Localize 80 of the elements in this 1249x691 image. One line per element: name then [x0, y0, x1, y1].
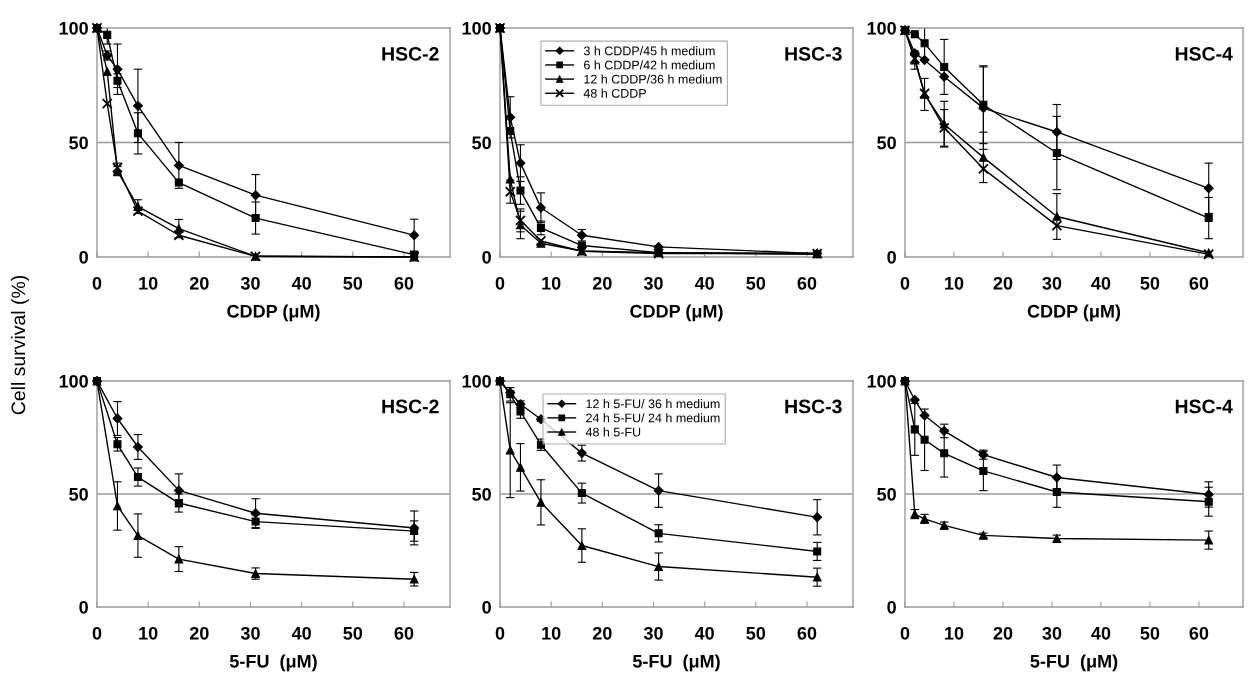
y-tick-label: 100: [59, 374, 88, 388]
y-tick-label: 0: [482, 600, 491, 614]
x-tick-label: 50: [1140, 276, 1160, 290]
legend-label: 12 h CDDP/36 h medium: [584, 74, 722, 84]
x-tick-label: 20: [189, 626, 209, 640]
text: HSC-4: [1175, 46, 1233, 61]
y-tick-label: 50: [69, 136, 88, 150]
legend-label: 24 h 5-FU/ 24 h medium: [586, 413, 720, 423]
x-tick-label: 50: [343, 276, 363, 290]
x-tick-label: 10: [945, 626, 964, 640]
text: HSC-2: [382, 46, 439, 61]
y-tick-label: 50: [877, 136, 896, 150]
x-tick-label: 0: [900, 276, 910, 290]
y-tick-label: 100: [867, 21, 896, 35]
legend-label: 48 h 5-FU: [585, 427, 641, 437]
x-tick-label: 10: [139, 626, 158, 640]
y-tick-label: 0: [887, 250, 896, 264]
x-tick-label: 30: [643, 626, 663, 640]
y-tick-label: 0: [79, 600, 88, 614]
x-tick-label: 10: [542, 626, 561, 640]
text: HSC-3: [785, 46, 842, 61]
x-tick-label: 30: [643, 276, 663, 290]
x-tick-label: 40: [291, 276, 311, 290]
x-tick-label: 50: [746, 276, 766, 290]
x-tick-label: 50: [746, 626, 766, 640]
x-tick-label: 0: [495, 276, 505, 290]
x-tick-label: 40: [1091, 626, 1111, 640]
x-tick-label: 60: [797, 626, 817, 640]
text: HSC-3: [785, 399, 842, 414]
x-axis-title: 5-FU (μM): [229, 654, 317, 672]
y-tick-label: 50: [877, 487, 896, 501]
x-axis-title: CDDP (μM): [227, 304, 320, 322]
x-tick-label: 60: [394, 626, 414, 640]
x-tick-label: 60: [1189, 626, 1209, 640]
x-tick-label: 30: [240, 276, 260, 290]
x-tick-label: 60: [1189, 276, 1209, 290]
x-tick-label: 10: [139, 276, 158, 290]
y-tick-label: 50: [472, 136, 491, 150]
x-tick-label: 0: [900, 626, 910, 640]
x-tick-label: 20: [993, 626, 1013, 640]
text: HSC-2: [382, 399, 439, 414]
x-axis-title: CDDP (μM): [630, 304, 723, 322]
x-tick-label: 30: [240, 626, 260, 640]
x-tick-label: 60: [797, 276, 817, 290]
x-tick-label: 30: [1042, 276, 1062, 290]
legend-label: 6 h CDDP/42 h medium: [584, 60, 715, 70]
y-tick-label: 0: [482, 250, 491, 264]
x-tick-label: 20: [993, 276, 1013, 290]
x-axis-title: 5-FU (μM): [1030, 654, 1118, 672]
x-tick-label: 40: [694, 276, 714, 290]
x-tick-label: 10: [945, 276, 964, 290]
y-tick-label: 0: [887, 600, 896, 614]
y-tick-label: 100: [462, 374, 491, 388]
legend-label: 12 h 5-FU/ 36 h medium: [586, 399, 720, 409]
x-tick-label: 50: [1140, 626, 1160, 640]
x-tick-label: 40: [694, 626, 714, 640]
x-tick-label: 20: [592, 276, 612, 290]
x-tick-label: 0: [495, 626, 505, 640]
x-tick-label: 10: [542, 276, 561, 290]
x-tick-label: 40: [291, 626, 311, 640]
x-tick-label: 20: [592, 626, 612, 640]
x-tick-label: 0: [92, 276, 102, 290]
y-axis-title: Cell survival (%): [10, 275, 30, 415]
x-tick-label: 60: [394, 276, 414, 290]
x-tick-label: 0: [92, 626, 102, 640]
x-tick-label: 30: [1042, 626, 1062, 640]
legend-label: 3 h CDDP/45 h medium: [583, 46, 715, 56]
x-tick-label: 20: [189, 276, 209, 290]
legend-label: 48 h CDDP: [583, 88, 646, 98]
text: HSC-4: [1175, 399, 1233, 414]
x-tick-label: 40: [1091, 276, 1111, 290]
x-axis-title: 5-FU (μM): [632, 654, 720, 672]
y-tick-label: 50: [69, 487, 88, 501]
y-tick-label: 100: [462, 21, 491, 35]
y-tick-label: 50: [472, 487, 491, 501]
y-tick-label: 0: [79, 250, 88, 264]
x-axis-title: CDDP (μM): [1027, 304, 1121, 322]
x-tick-label: 50: [343, 626, 363, 640]
y-tick-label: 100: [867, 374, 896, 388]
y-tick-label: 100: [59, 21, 88, 35]
